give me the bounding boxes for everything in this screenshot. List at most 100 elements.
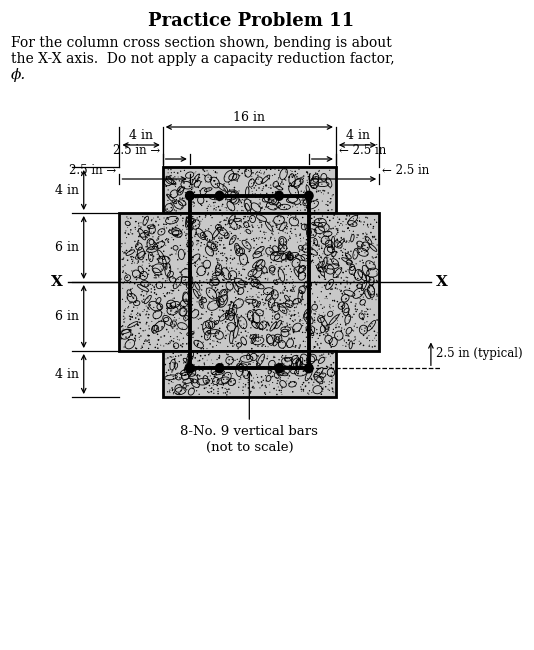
Point <box>163 287 172 298</box>
Point <box>242 331 251 341</box>
Point <box>329 358 338 368</box>
Point <box>263 217 272 228</box>
Point <box>187 246 196 256</box>
Point <box>159 274 167 284</box>
Point <box>303 216 312 226</box>
Point <box>343 276 351 287</box>
Point <box>135 252 144 263</box>
Point <box>174 299 182 309</box>
Point <box>205 287 214 298</box>
Point <box>265 217 274 228</box>
Point <box>144 269 153 280</box>
Point <box>360 318 369 328</box>
Point <box>310 216 319 226</box>
Point <box>305 228 314 239</box>
Point <box>371 252 380 263</box>
Point <box>222 285 230 295</box>
Point <box>189 278 197 289</box>
Point <box>359 330 368 341</box>
Point <box>313 339 321 349</box>
Point <box>325 322 333 333</box>
Point <box>297 179 306 189</box>
Point <box>223 389 231 400</box>
Point <box>163 275 171 285</box>
Point <box>256 272 264 283</box>
Point <box>182 358 190 368</box>
Point <box>232 247 240 257</box>
Point <box>261 387 269 398</box>
Point <box>260 193 268 203</box>
Point <box>312 354 321 365</box>
Point <box>243 240 252 251</box>
Point <box>326 242 334 252</box>
Point <box>353 238 362 248</box>
Point <box>209 277 218 287</box>
Point <box>285 360 294 370</box>
Point <box>317 236 326 246</box>
Point <box>281 237 290 247</box>
Point <box>332 272 341 282</box>
Point <box>288 282 297 293</box>
Point <box>201 212 209 222</box>
Point <box>164 234 172 244</box>
Point <box>252 300 261 311</box>
Point <box>273 314 282 324</box>
Point <box>328 241 337 252</box>
Point <box>152 239 161 250</box>
Point <box>254 220 262 231</box>
Point <box>215 192 223 203</box>
Point <box>160 309 169 319</box>
Point <box>262 202 270 212</box>
Point <box>153 329 162 339</box>
Point <box>275 263 284 273</box>
Point <box>290 333 299 344</box>
Point <box>362 303 371 313</box>
Point <box>347 262 356 272</box>
Point <box>192 166 200 177</box>
Point <box>215 255 223 266</box>
Point <box>175 389 184 399</box>
Point <box>191 258 200 268</box>
Point <box>333 224 342 234</box>
Point <box>142 335 150 345</box>
Point <box>223 213 231 223</box>
Point <box>215 233 223 243</box>
Point <box>129 293 138 304</box>
Point <box>197 343 206 354</box>
Point <box>278 176 286 186</box>
Point <box>226 253 234 263</box>
Point <box>365 258 374 268</box>
Point <box>304 230 313 240</box>
Point <box>373 269 381 280</box>
Point <box>219 374 228 385</box>
Point <box>282 296 290 307</box>
Point <box>210 371 219 382</box>
Point <box>164 192 173 202</box>
Point <box>254 341 262 352</box>
Point <box>234 382 243 393</box>
Point <box>356 296 365 307</box>
Point <box>192 190 201 200</box>
Point <box>342 266 350 276</box>
Point <box>360 289 369 299</box>
Point <box>171 351 180 361</box>
Point <box>314 361 323 371</box>
Point <box>186 364 194 374</box>
Point <box>290 306 299 316</box>
Point <box>247 376 256 386</box>
Point <box>227 376 235 386</box>
Point <box>234 312 243 322</box>
Point <box>269 270 277 280</box>
Point <box>323 212 332 222</box>
Point <box>164 254 173 264</box>
Point <box>268 228 276 239</box>
Point <box>324 258 332 268</box>
Point <box>314 265 323 276</box>
Point <box>224 308 233 318</box>
Point <box>237 216 246 227</box>
Point <box>214 202 223 212</box>
Point <box>230 375 238 385</box>
Point <box>184 322 193 332</box>
Point <box>244 378 253 388</box>
Point <box>203 205 212 216</box>
